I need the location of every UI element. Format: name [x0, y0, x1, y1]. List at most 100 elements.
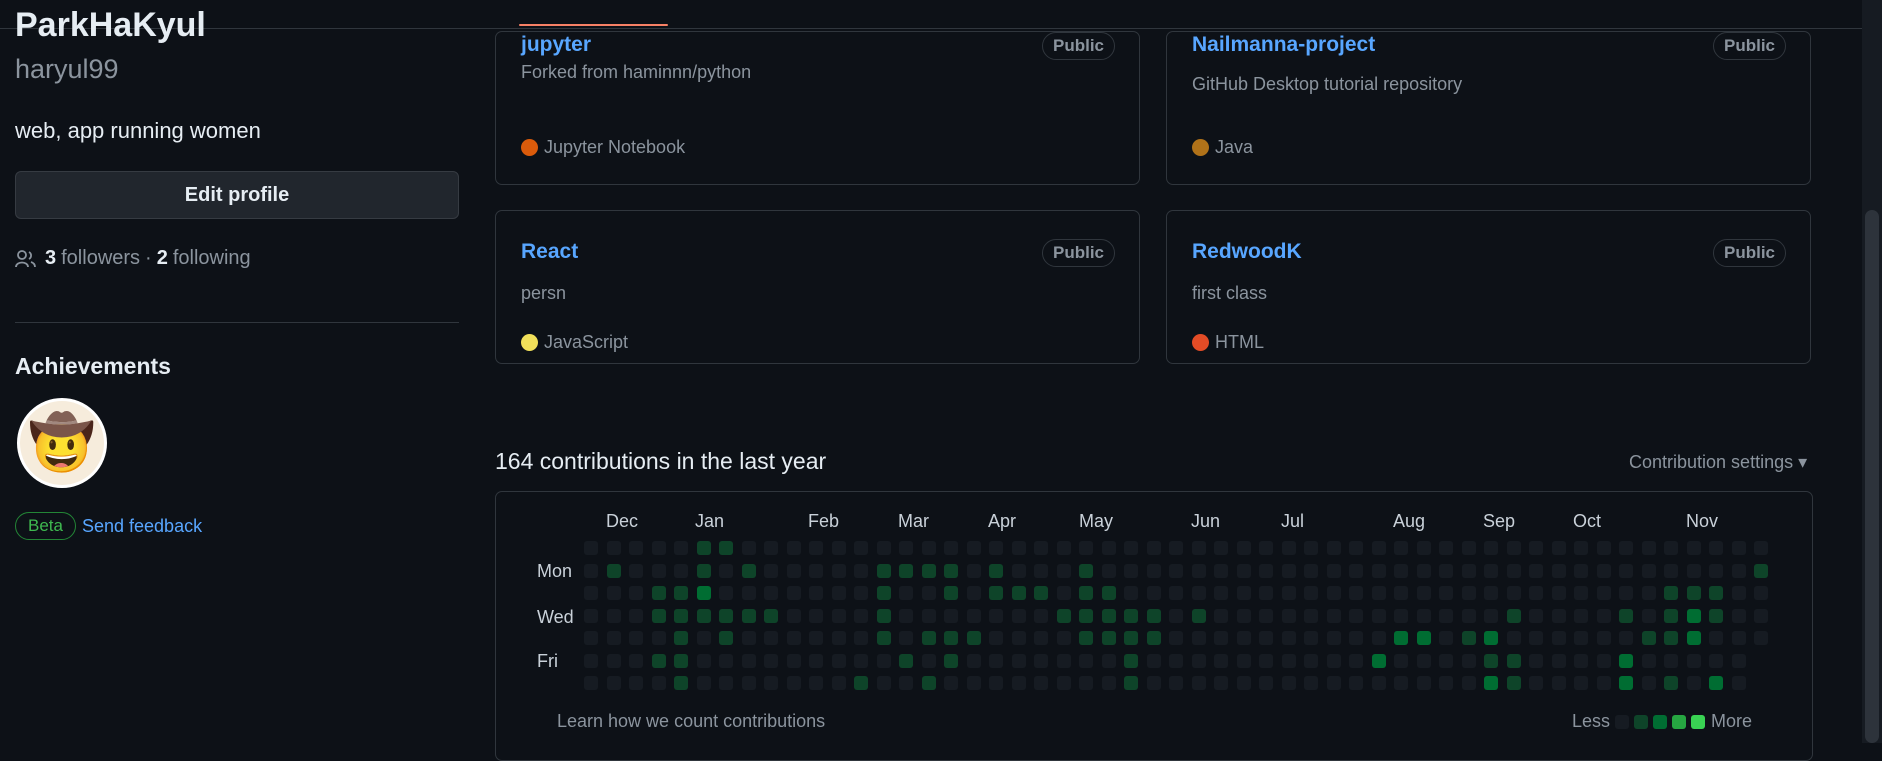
- contribution-day-cell[interactable]: [876, 586, 891, 600]
- contribution-day-cell[interactable]: [899, 653, 913, 668]
- contribution-day-cell[interactable]: [696, 631, 711, 645]
- contribution-day-cell[interactable]: [1484, 563, 1498, 578]
- contribution-day-cell[interactable]: [1056, 653, 1071, 668]
- contribution-day-cell[interactable]: [1304, 631, 1318, 645]
- contribution-day-cell[interactable]: [1371, 586, 1386, 600]
- contribution-day-cell[interactable]: [1169, 631, 1183, 645]
- scrollbar-thumb[interactable]: [1865, 210, 1879, 743]
- contribution-day-cell[interactable]: [1034, 541, 1048, 555]
- contribution-day-cell[interactable]: [944, 608, 958, 623]
- contribution-day-cell[interactable]: [629, 631, 643, 645]
- contribution-day-cell[interactable]: [921, 541, 936, 555]
- contribution-day-cell[interactable]: [1506, 608, 1521, 623]
- contribution-day-cell[interactable]: [1754, 586, 1768, 600]
- contribution-day-cell[interactable]: [876, 676, 891, 690]
- contribution-day-cell[interactable]: [719, 653, 733, 668]
- contribution-day-cell[interactable]: [1101, 676, 1116, 690]
- contribution-day-cell[interactable]: [966, 676, 981, 690]
- contribution-day-cell[interactable]: [1664, 608, 1678, 623]
- contribution-day-cell[interactable]: [1461, 586, 1476, 600]
- followers-count[interactable]: 3: [45, 247, 57, 269]
- contribution-day-cell[interactable]: [1349, 608, 1363, 623]
- contribution-day-cell[interactable]: [1416, 541, 1431, 555]
- contribution-day-cell[interactable]: [629, 676, 643, 690]
- contribution-day-cell[interactable]: [1551, 541, 1566, 555]
- contribution-day-cell[interactable]: [741, 541, 756, 555]
- contribution-day-cell[interactable]: [1214, 676, 1228, 690]
- contribution-day-cell[interactable]: [1731, 541, 1746, 555]
- contribution-day-cell[interactable]: [1461, 608, 1476, 623]
- contribution-day-cell[interactable]: [921, 586, 936, 600]
- contribution-day-cell[interactable]: [764, 541, 778, 555]
- contribution-day-cell[interactable]: [696, 563, 711, 578]
- contribution-day-cell[interactable]: [1304, 653, 1318, 668]
- contribution-day-cell[interactable]: [1619, 586, 1633, 600]
- contribution-day-cell[interactable]: [1169, 653, 1183, 668]
- contribution-day-cell[interactable]: [989, 631, 1003, 645]
- contribution-day-cell[interactable]: [1619, 653, 1633, 668]
- contribution-day-cell[interactable]: [1124, 563, 1138, 578]
- contribution-day-cell[interactable]: [899, 586, 913, 600]
- contribution-day-cell[interactable]: [1011, 676, 1026, 690]
- contribution-day-cell[interactable]: [1754, 631, 1768, 645]
- contribution-day-cell[interactable]: [741, 631, 756, 645]
- contribution-day-cell[interactable]: [1011, 653, 1026, 668]
- contribution-day-cell[interactable]: [786, 676, 801, 690]
- contribution-day-cell[interactable]: [1596, 541, 1611, 555]
- following-count[interactable]: 2: [156, 247, 168, 269]
- contribution-day-cell[interactable]: [674, 586, 688, 600]
- contribution-day-cell[interactable]: [966, 653, 981, 668]
- contribution-day-cell[interactable]: [1709, 563, 1723, 578]
- edit-profile-button[interactable]: Edit profile: [15, 171, 459, 219]
- contribution-day-cell[interactable]: [1101, 541, 1116, 555]
- contribution-day-cell[interactable]: [1394, 586, 1408, 600]
- contribution-day-cell[interactable]: [1686, 653, 1701, 668]
- contribution-day-cell[interactable]: [1439, 586, 1453, 600]
- contribution-day-cell[interactable]: [1484, 631, 1498, 645]
- contribution-day-cell[interactable]: [1551, 563, 1566, 578]
- contribution-day-cell[interactable]: [1011, 541, 1026, 555]
- contribution-day-cell[interactable]: [831, 586, 846, 600]
- contribution-day-cell[interactable]: [1529, 653, 1543, 668]
- contribution-day-cell[interactable]: [1304, 563, 1318, 578]
- send-feedback-link[interactable]: Send feedback: [81, 515, 203, 536]
- contribution-day-cell[interactable]: [1574, 541, 1588, 555]
- contribution-day-cell[interactable]: [1596, 608, 1611, 623]
- contribution-day-cell[interactable]: [1484, 541, 1498, 555]
- contribution-day-cell[interactable]: [1529, 541, 1543, 555]
- contribution-day-cell[interactable]: [1371, 631, 1386, 645]
- contribution-day-cell[interactable]: [1236, 563, 1251, 578]
- contribution-day-cell[interactable]: [1146, 608, 1161, 623]
- contribution-day-cell[interactable]: [989, 608, 1003, 623]
- contribution-day-cell[interactable]: [1124, 586, 1138, 600]
- contribution-day-cell[interactable]: [1461, 676, 1476, 690]
- contribution-day-cell[interactable]: [741, 563, 756, 578]
- contribution-day-cell[interactable]: [1101, 608, 1116, 623]
- contribution-day-cell[interactable]: [651, 563, 666, 578]
- contribution-day-cell[interactable]: [1169, 608, 1183, 623]
- contribution-day-cell[interactable]: [921, 563, 936, 578]
- contribution-day-cell[interactable]: [786, 563, 801, 578]
- contribution-day-cell[interactable]: [1191, 676, 1206, 690]
- contribution-day-cell[interactable]: [831, 608, 846, 623]
- contribution-day-cell[interactable]: [831, 563, 846, 578]
- contribution-day-cell[interactable]: [876, 563, 891, 578]
- contribution-day-cell[interactable]: [1326, 563, 1341, 578]
- contribution-day-cell[interactable]: [1101, 563, 1116, 578]
- contribution-day-cell[interactable]: [629, 563, 643, 578]
- contribution-day-cell[interactable]: [584, 608, 598, 623]
- contribution-day-cell[interactable]: [1326, 653, 1341, 668]
- contribution-day-cell[interactable]: [696, 653, 711, 668]
- contribution-day-cell[interactable]: [606, 608, 621, 623]
- contribution-day-cell[interactable]: [1371, 608, 1386, 623]
- contribution-day-cell[interactable]: [1146, 541, 1161, 555]
- contribution-day-cell[interactable]: [1056, 676, 1071, 690]
- contribution-day-cell[interactable]: [741, 653, 756, 668]
- contribution-day-cell[interactable]: [1079, 586, 1093, 600]
- contribution-day-cell[interactable]: [831, 653, 846, 668]
- contribution-day-cell[interactable]: [1394, 563, 1408, 578]
- contribution-day-cell[interactable]: [1529, 631, 1543, 645]
- contribution-day-cell[interactable]: [719, 541, 733, 555]
- contribution-day-cell[interactable]: [1236, 631, 1251, 645]
- contribution-day-cell[interactable]: [786, 541, 801, 555]
